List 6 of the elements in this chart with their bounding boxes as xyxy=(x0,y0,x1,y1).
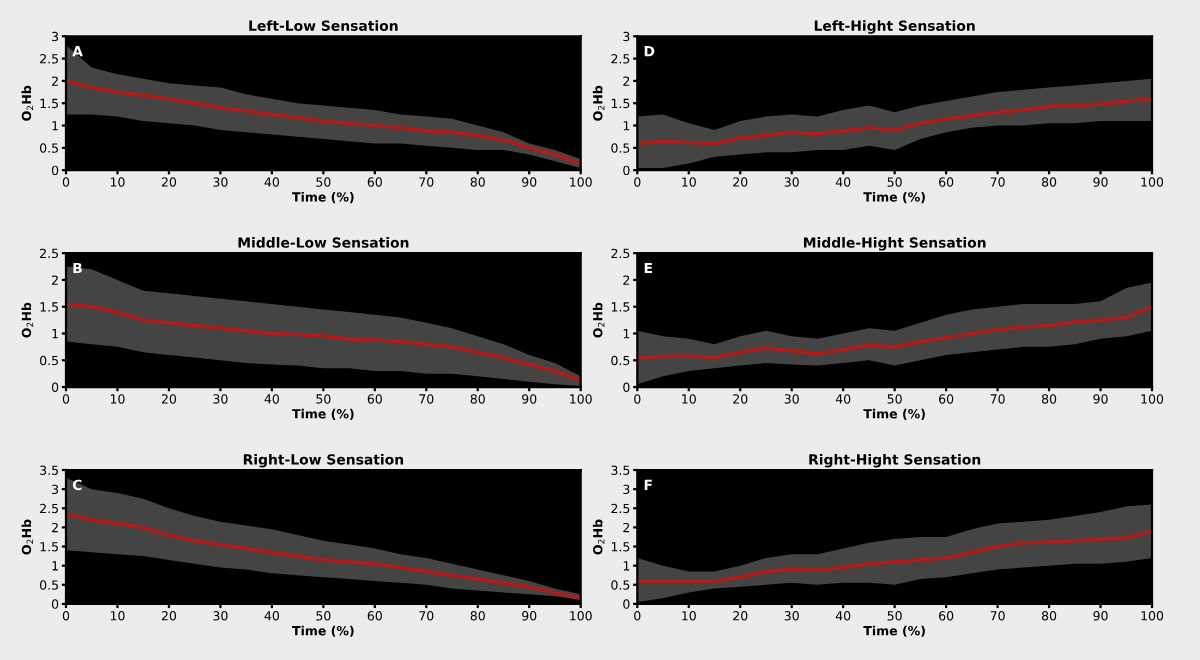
line-series xyxy=(637,529,1152,583)
line-series xyxy=(637,96,1152,146)
line-series xyxy=(637,304,1152,360)
line-series xyxy=(66,79,581,166)
line-series xyxy=(66,302,581,383)
line-series xyxy=(66,512,581,600)
